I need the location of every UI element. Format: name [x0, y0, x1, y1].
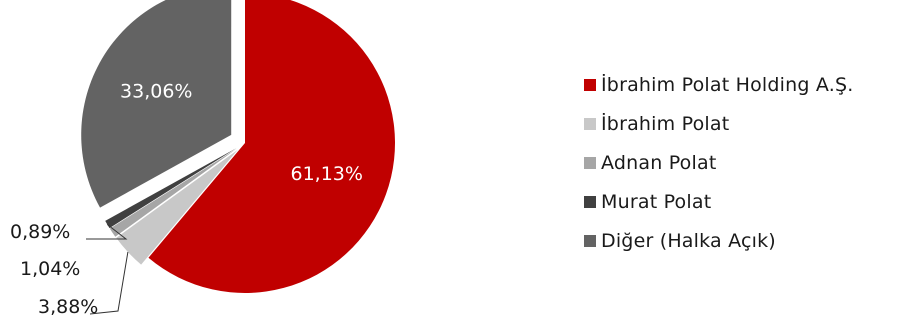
legend-label: Murat Polat [601, 190, 712, 213]
legend-swatch [584, 156, 596, 169]
slice-adnan-polat [109, 148, 237, 237]
leader-line [89, 251, 129, 315]
slice-label-adnan-polat: 1,04% [20, 258, 80, 280]
legend-item: Murat Polat [584, 182, 853, 221]
slice-label-diger: 33,06% [120, 81, 192, 103]
slice-label-ibrahim-polat: 3,88% [38, 296, 98, 318]
slice-diger [81, 0, 232, 208]
slice-murat-polat [105, 148, 237, 229]
legend-swatch [584, 195, 596, 208]
legend-item: İbrahim Polat [584, 104, 853, 143]
legend-label: İbrahim Polat Holding A.Ş. [601, 73, 854, 96]
slice-ibrahim-polat [116, 149, 238, 265]
legend-label: Adnan Polat [601, 151, 717, 174]
legend-label: İbrahim Polat [601, 112, 730, 135]
legend-swatch [584, 78, 596, 91]
legend-label: Diğer (Halka Açık) [601, 229, 776, 252]
legend-swatch [584, 234, 596, 247]
legend-item: Adnan Polat [584, 143, 853, 182]
legend-item: İbrahim Polat Holding A.Ş. [584, 65, 853, 104]
leader-line [86, 224, 128, 240]
legend-item: Diğer (Halka Açık) [584, 221, 853, 260]
slice-label-murat-polat: 0,89% [10, 221, 70, 243]
slice-ibrahim-polat-holding [148, 0, 395, 293]
legend: İbrahim Polat Holding A.Ş. İbrahim Polat… [584, 65, 853, 260]
legend-swatch [584, 117, 596, 130]
slice-label-ibrahim-polat-holding: 61,13% [291, 163, 363, 185]
